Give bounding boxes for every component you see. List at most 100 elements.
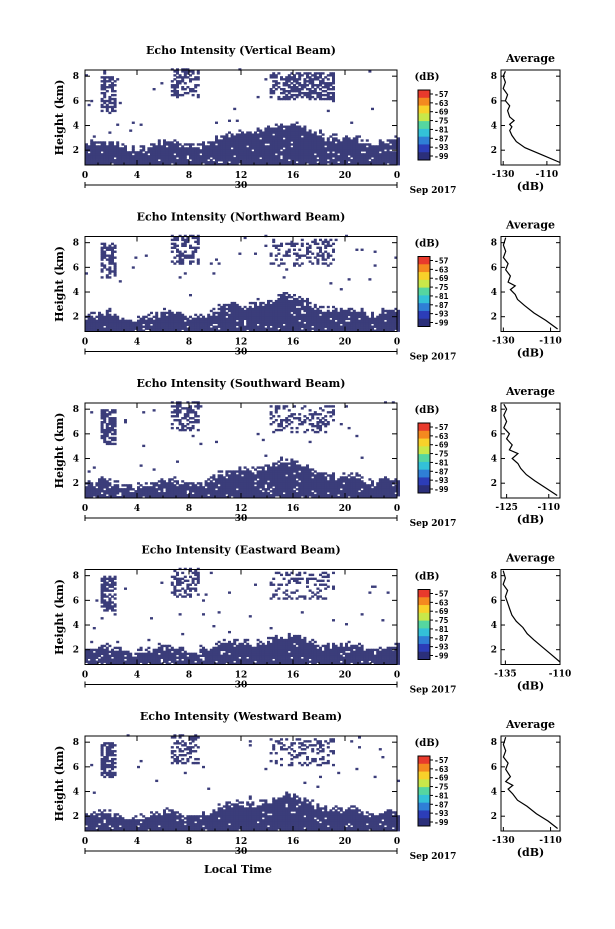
echo-cell — [199, 313, 203, 317]
echo-cell — [124, 327, 127, 330]
echo-cell — [113, 409, 117, 412]
echo-cell — [85, 319, 88, 323]
echo-cell — [389, 157, 393, 160]
echo-cell — [290, 93, 294, 97]
echo-cell — [98, 157, 101, 160]
echo-cell — [243, 139, 247, 142]
echo-cell — [235, 311, 239, 315]
echo-cell — [303, 319, 307, 323]
echo-cell — [326, 109, 330, 113]
echo-cell — [235, 157, 239, 160]
echo-cell — [285, 417, 289, 420]
echo-cell — [228, 303, 231, 307]
echo-cell — [308, 88, 312, 91]
echo-cell — [173, 91, 177, 95]
echo-cell — [259, 153, 263, 156]
echo-cell — [285, 95, 289, 99]
echo-cell — [100, 478, 104, 481]
echo-cell — [233, 301, 237, 305]
echo-cell — [342, 311, 346, 315]
echo-cell — [311, 74, 315, 77]
echo-cell — [108, 419, 112, 422]
echo-cell — [282, 125, 286, 128]
echo-cell — [261, 131, 265, 134]
echo-cell — [316, 143, 320, 146]
echo-cell — [100, 88, 104, 91]
echo-cell — [238, 478, 242, 481]
echo-cell — [303, 72, 307, 75]
echo-cell — [243, 317, 247, 321]
echo-cell — [259, 303, 263, 307]
echo-cell — [100, 422, 104, 426]
echo-cell — [220, 305, 224, 309]
echo-cell — [254, 492, 257, 495]
echo-cell — [111, 492, 114, 495]
echo-cell — [98, 496, 101, 499]
echo-cell — [365, 163, 369, 166]
echo-cell — [274, 254, 278, 257]
echo-cell — [142, 315, 146, 319]
echo-cell — [116, 321, 120, 324]
echo-cell — [181, 428, 185, 432]
echo-cell — [204, 482, 208, 485]
echo-cell — [189, 329, 192, 332]
echo-cell — [384, 155, 387, 158]
echo-cell — [300, 466, 304, 469]
echo-cell — [222, 488, 226, 491]
echo-cell — [207, 145, 211, 148]
echo-cell — [100, 476, 104, 479]
echo-cell — [274, 494, 278, 497]
echo-cell — [326, 145, 330, 148]
echo-cell — [274, 466, 278, 469]
echo-cell — [293, 131, 296, 134]
echo-cell — [105, 103, 109, 107]
echo-cell — [215, 145, 218, 148]
echo-cell — [337, 325, 341, 328]
echo-cell — [365, 155, 369, 158]
echo-cell — [290, 413, 294, 416]
echo-cell — [225, 472, 229, 475]
echo-cell — [360, 313, 364, 317]
colorbar-segment — [418, 310, 430, 320]
echo-cell — [178, 157, 182, 160]
echo-cell — [100, 496, 104, 499]
echo-cell — [178, 325, 182, 328]
echo-cell — [233, 494, 237, 497]
echo-cell — [246, 317, 250, 321]
echo-cell — [209, 321, 213, 324]
echo-cell — [181, 159, 185, 162]
echo-cell — [290, 123, 294, 126]
echo-cell — [282, 474, 286, 477]
echo-cell — [105, 161, 109, 164]
echo-cell — [222, 147, 226, 150]
echo-cell — [264, 147, 268, 150]
echo-cell — [319, 250, 322, 253]
echo-cell — [196, 258, 200, 261]
echo-cell — [230, 470, 234, 473]
echo-cell — [350, 143, 354, 146]
echo-cell — [196, 486, 200, 489]
echo-cell — [285, 145, 289, 148]
echo-cell — [342, 315, 346, 319]
echo-cell — [324, 321, 328, 324]
echo-cell — [373, 264, 377, 267]
echo-cell — [108, 260, 112, 263]
echo-cell — [124, 147, 127, 150]
echo-cell — [261, 329, 265, 332]
echo-cell — [267, 327, 270, 330]
echo-cell — [137, 157, 140, 160]
echo-cell — [274, 305, 278, 309]
echo-cell — [293, 74, 296, 77]
date-marker: 30 — [235, 348, 248, 358]
echo-cell — [319, 496, 322, 499]
echo-cell — [186, 411, 190, 414]
echo-cell — [264, 163, 268, 166]
echo-cell — [274, 82, 278, 85]
echo-cell — [306, 464, 309, 467]
echo-cell — [241, 472, 244, 475]
echo-cell — [241, 490, 244, 493]
echo-cell — [267, 321, 270, 324]
echo-cell — [365, 153, 369, 156]
echo-cell — [155, 325, 159, 328]
echo-cell — [365, 317, 369, 321]
